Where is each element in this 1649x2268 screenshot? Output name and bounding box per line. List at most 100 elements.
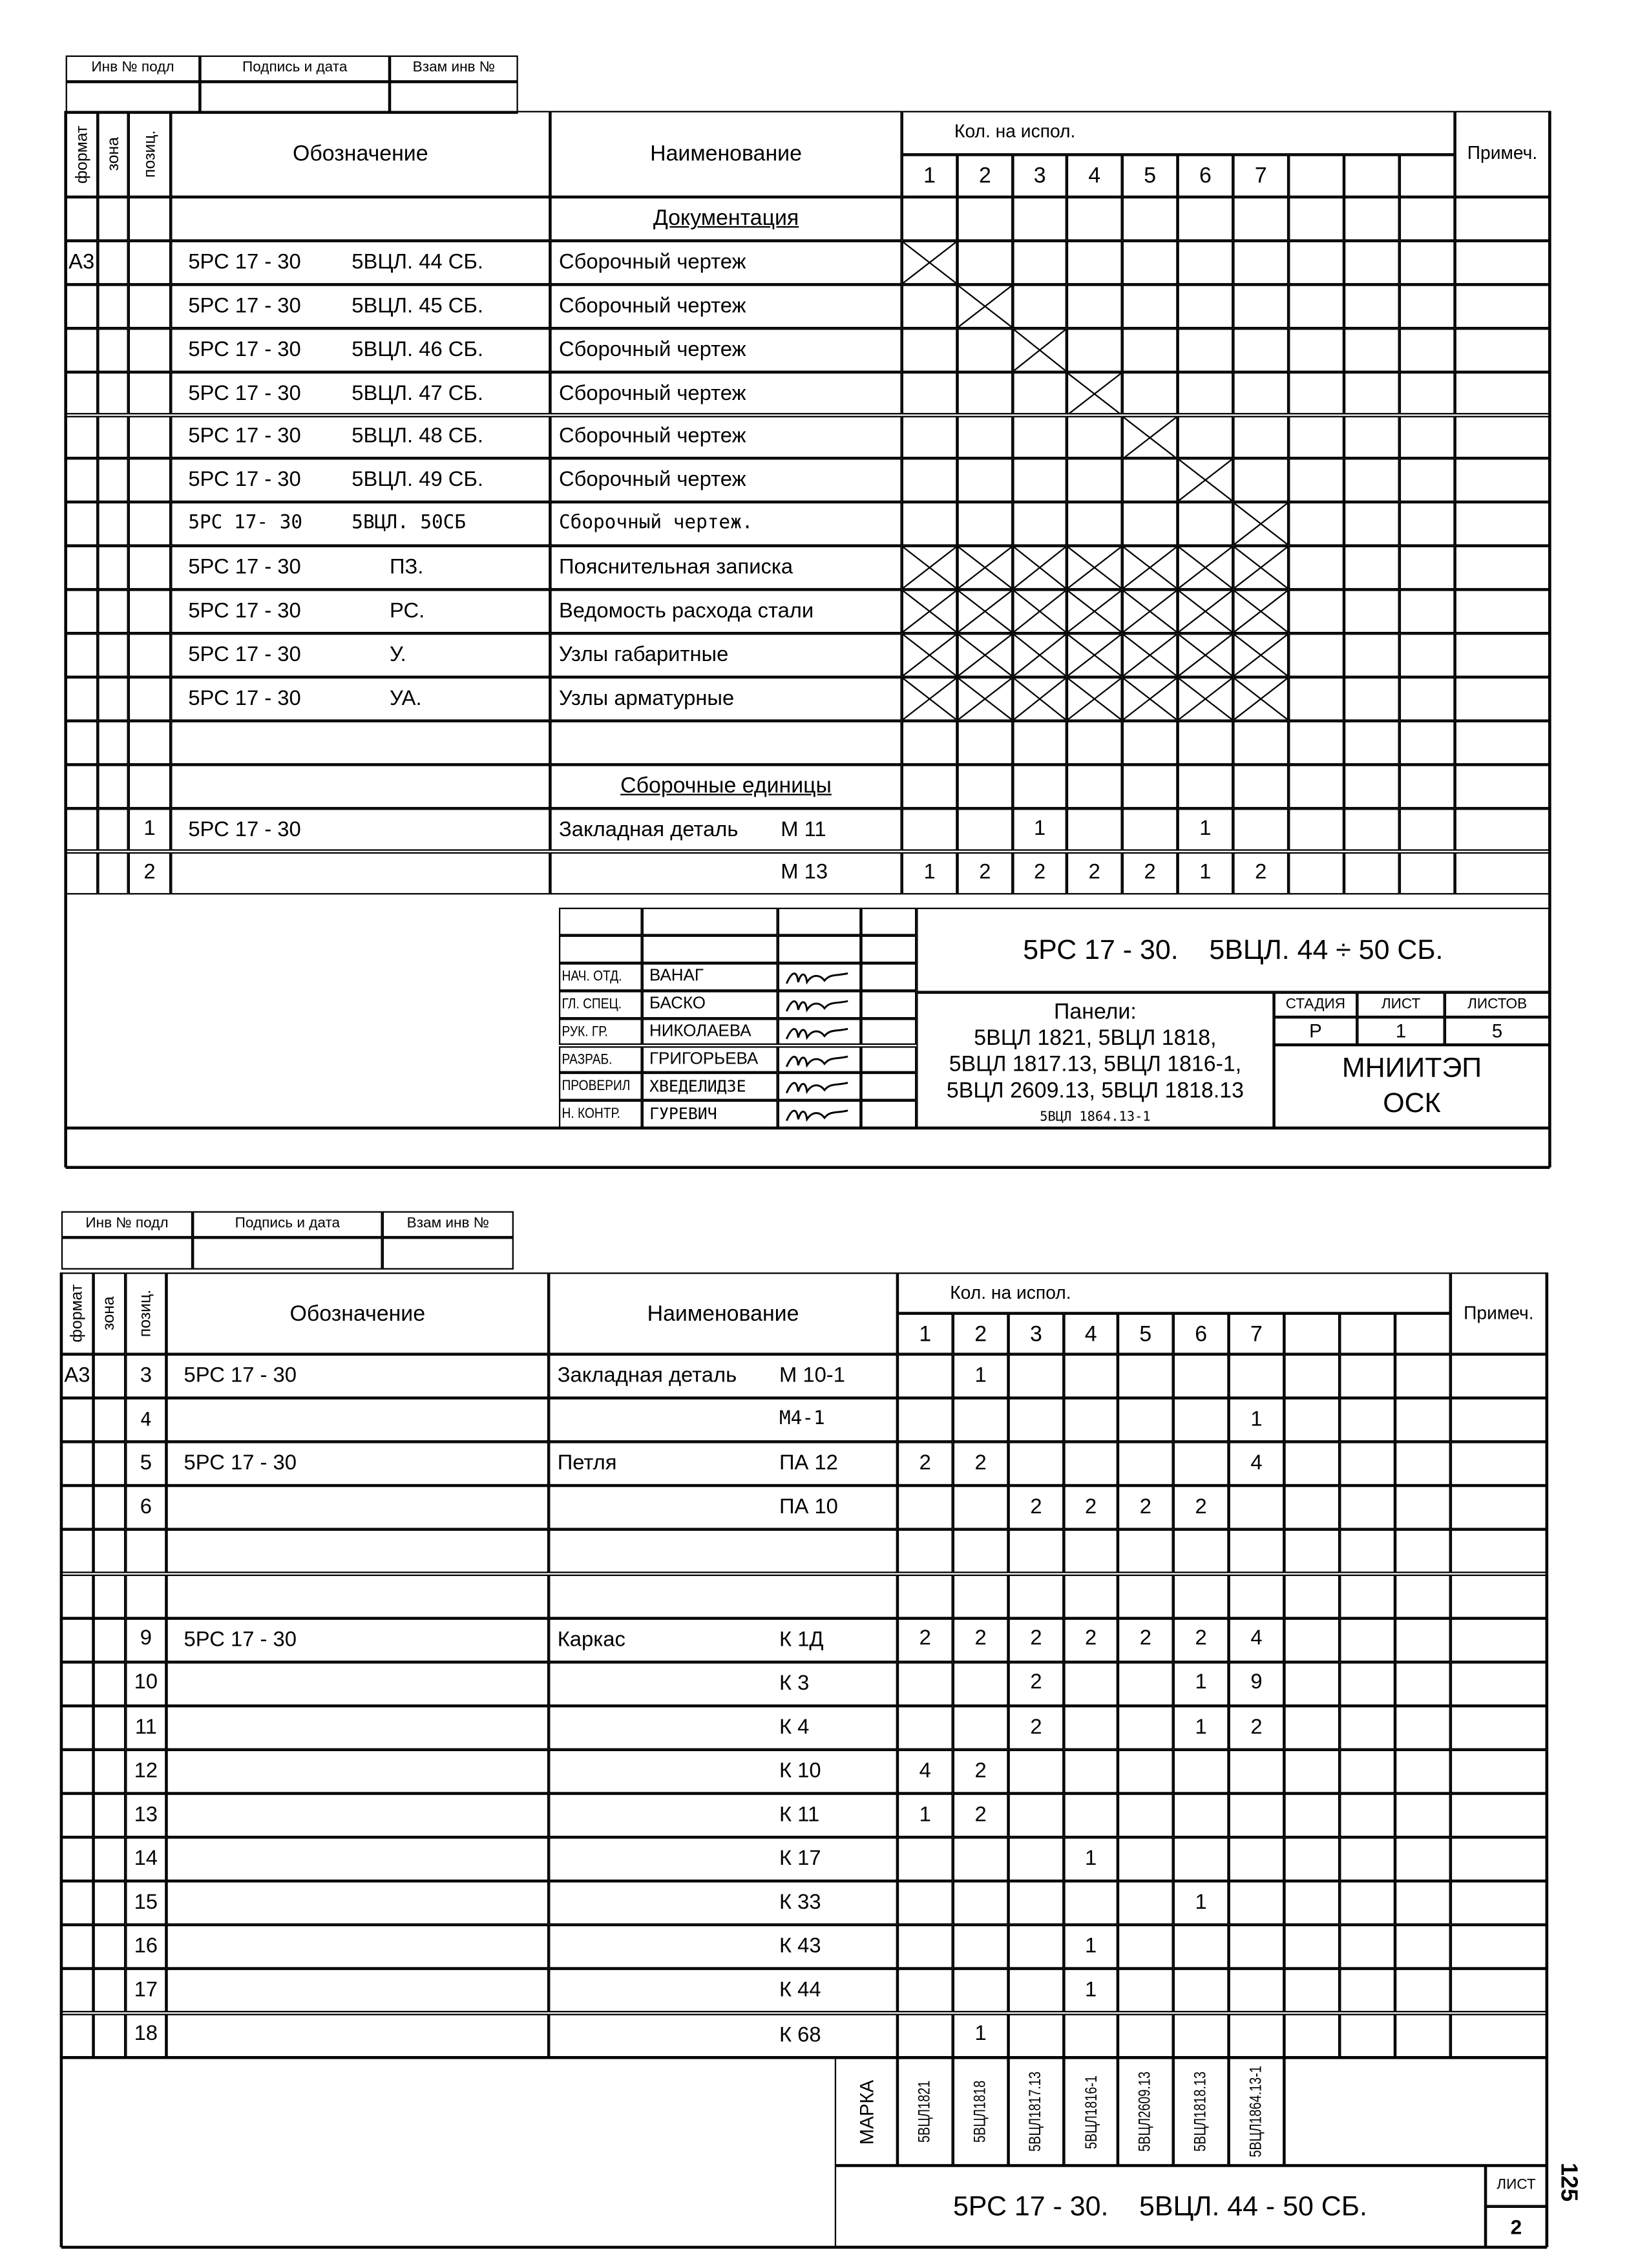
table-cell bbox=[1455, 764, 1550, 808]
item-name: Петля bbox=[557, 1452, 617, 1476]
table-cell bbox=[1064, 1969, 1118, 2013]
header-designation bbox=[166, 1272, 549, 1354]
table-cell bbox=[1233, 459, 1289, 503]
qty-col-header bbox=[1008, 1313, 1064, 1354]
signature-cell bbox=[558, 990, 642, 1018]
table-cell bbox=[1177, 371, 1234, 415]
table-cell bbox=[166, 1661, 549, 1706]
table-cell bbox=[897, 1661, 953, 1706]
table-cell bbox=[1228, 1969, 1285, 2013]
sheet-number: 2 bbox=[1510, 2215, 1522, 2239]
table-cell bbox=[125, 1881, 167, 1926]
table-cell bbox=[171, 284, 551, 328]
format-value: А3 bbox=[68, 251, 95, 275]
signer-name: ГРИГОРЬЕВА bbox=[649, 1049, 759, 1068]
name-header: Наименование bbox=[647, 1301, 799, 1326]
table-cell bbox=[1177, 502, 1234, 547]
qty-col-header bbox=[952, 1313, 1009, 1354]
table-cell bbox=[125, 1661, 167, 1706]
stamp-field bbox=[65, 81, 200, 114]
table-cell bbox=[1173, 1749, 1229, 1794]
panels-cell bbox=[916, 992, 1274, 1128]
stage-header-cell bbox=[1357, 992, 1445, 1018]
table-cell bbox=[1066, 240, 1122, 284]
crossed-cell bbox=[957, 546, 1013, 590]
table-cell bbox=[897, 1749, 953, 1794]
signature-cell bbox=[642, 963, 778, 991]
header-name bbox=[550, 110, 902, 197]
handwritten-signature bbox=[784, 1022, 854, 1043]
position-number: 11 bbox=[134, 1715, 157, 1739]
signature-cell bbox=[642, 990, 778, 1018]
table-cell bbox=[166, 1837, 549, 1882]
table-cell bbox=[1450, 1705, 1547, 1750]
marka-cell bbox=[1173, 2057, 1229, 2166]
table-cell bbox=[1339, 1969, 1396, 2013]
section-heading: Сборочные единицы bbox=[620, 773, 832, 799]
table-cell bbox=[1233, 764, 1289, 808]
signature-cell bbox=[558, 935, 642, 963]
signer-role: ПРОВЕРИЛ bbox=[562, 1078, 631, 1095]
table-cell bbox=[1064, 2013, 1118, 2057]
crossed-cell bbox=[1066, 371, 1122, 415]
crossed-cell bbox=[1122, 546, 1178, 590]
table-cell bbox=[1008, 1837, 1064, 1882]
table-cell bbox=[549, 1354, 898, 1398]
border-line bbox=[59, 1272, 63, 2247]
table-cell bbox=[1450, 1661, 1547, 1706]
table-cell bbox=[952, 1705, 1009, 1750]
table-cell bbox=[897, 1881, 953, 1926]
qty-value: 2 bbox=[1088, 861, 1100, 885]
table-cell bbox=[957, 459, 1013, 503]
table-cell bbox=[1339, 1617, 1396, 1662]
table-cell bbox=[1122, 459, 1178, 503]
table-cell bbox=[98, 633, 129, 677]
table-cell bbox=[166, 2013, 549, 2057]
table-cell bbox=[128, 502, 171, 547]
signature-cell bbox=[861, 1073, 917, 1101]
crossed-cell bbox=[1177, 546, 1234, 590]
table-cell bbox=[897, 1442, 953, 1486]
table-cell bbox=[1395, 1573, 1451, 1618]
table-cell bbox=[1399, 677, 1455, 721]
designation-code: 5РС 17 - 30 bbox=[188, 425, 301, 449]
table-cell bbox=[897, 1486, 953, 1530]
table-cell bbox=[897, 1969, 953, 2013]
item-name: Закладная деталь bbox=[558, 817, 739, 842]
table-cell bbox=[1284, 1925, 1340, 1969]
item-mark: К 68 bbox=[779, 2023, 821, 2047]
table-cell bbox=[61, 1705, 94, 1750]
signature-cell bbox=[558, 907, 642, 936]
table-cell bbox=[171, 851, 551, 896]
crossed-cell bbox=[901, 546, 958, 590]
stamp-cell bbox=[61, 1211, 193, 1238]
table-cell bbox=[1173, 1529, 1229, 1574]
qty-value: 2 bbox=[1144, 861, 1156, 885]
designation-code: 5РС 17 - 30 bbox=[188, 381, 301, 405]
border-line bbox=[61, 2056, 1547, 2059]
table-cell bbox=[1399, 196, 1455, 241]
item-name: Закладная деталь bbox=[557, 1364, 737, 1388]
table-cell bbox=[549, 1705, 898, 1750]
qty-col-header bbox=[1122, 154, 1178, 197]
table-cell bbox=[128, 546, 171, 590]
table-cell bbox=[1399, 371, 1455, 415]
stage-value: Р bbox=[1309, 1020, 1322, 1042]
signer-role: Н. КОНТР. bbox=[562, 1106, 621, 1123]
sheet-count-value: 5 bbox=[1491, 1020, 1503, 1042]
signature-cell bbox=[861, 1018, 917, 1046]
signer-name: НИКОЛАЕВА bbox=[649, 1022, 751, 1040]
signature-cell bbox=[777, 1045, 861, 1073]
item-mark: М4-1 bbox=[779, 1408, 825, 1431]
table-cell bbox=[128, 459, 171, 503]
qty-col-number: 4 bbox=[1088, 163, 1101, 188]
qty-value: 2 bbox=[1030, 1715, 1042, 1739]
document-code: 5ВЦЛ. 49 СБ. bbox=[352, 468, 484, 492]
table-cell bbox=[1450, 1617, 1547, 1662]
table-cell bbox=[1284, 1881, 1340, 1926]
stamp-cell bbox=[193, 1211, 383, 1238]
table-cell bbox=[65, 720, 98, 764]
position-number: 3 bbox=[140, 1364, 152, 1388]
table-cell bbox=[1288, 502, 1344, 547]
crossed-cell bbox=[1122, 633, 1178, 677]
